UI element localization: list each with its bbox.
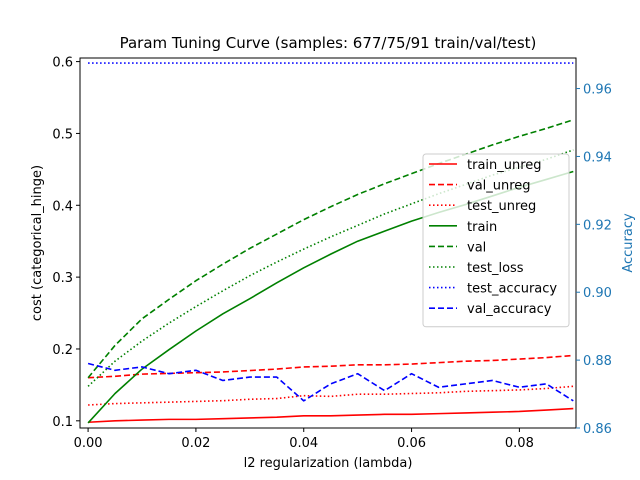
y-axis-label: cost (categorical_hinge) — [30, 165, 45, 321]
y-axis-right-label: Accuracy — [621, 213, 636, 273]
legend-label: test_unreg — [467, 199, 536, 214]
series-line-test-unreg — [88, 385, 574, 406]
y-tick-label: 0.3 — [52, 271, 73, 286]
x-tick-label: 0.00 — [74, 436, 103, 451]
y-right-tick-label: 0.92 — [583, 218, 612, 233]
x-axis-label: l2 regularization (lambda) — [244, 456, 413, 471]
x-tick-label: 0.06 — [397, 436, 426, 451]
y-right-tick-label: 0.96 — [583, 83, 612, 98]
chart-title: Param Tuning Curve (samples: 677/75/91 t… — [120, 34, 537, 52]
legend-label: test_loss — [467, 261, 524, 276]
series-line-train-unreg — [88, 407, 574, 424]
x-tick-label: 0.02 — [181, 436, 210, 451]
series-line-val — [87, 119, 574, 379]
x-tick-label: 0.08 — [505, 436, 534, 451]
y-right-tick-label: 0.94 — [583, 150, 612, 165]
legend-label: val — [467, 240, 486, 255]
plot-frame — [79, 57, 577, 429]
series-line-val-accuracy — [87, 362, 574, 402]
y-right-tick-label: 0.86 — [583, 422, 612, 437]
y-right-tick-label: 0.88 — [583, 354, 612, 369]
legend-label: train — [467, 220, 497, 235]
legend-label: test_accuracy — [467, 282, 557, 297]
y-right-tick-label: 0.90 — [583, 286, 612, 301]
y-tick-label: 0.5 — [52, 127, 73, 142]
legend-label: val_accuracy — [467, 302, 552, 317]
y-tick-label: 0.2 — [52, 343, 73, 358]
legend-box — [422, 153, 570, 328]
legend-label: val_unreg — [467, 179, 531, 194]
y-tick-label: 0.1 — [52, 415, 73, 430]
legend-label: train_unreg — [467, 158, 542, 173]
x-tick-label: 0.04 — [289, 436, 318, 451]
y-tick-label: 0.6 — [52, 56, 73, 71]
y-tick-label: 0.4 — [52, 199, 73, 214]
